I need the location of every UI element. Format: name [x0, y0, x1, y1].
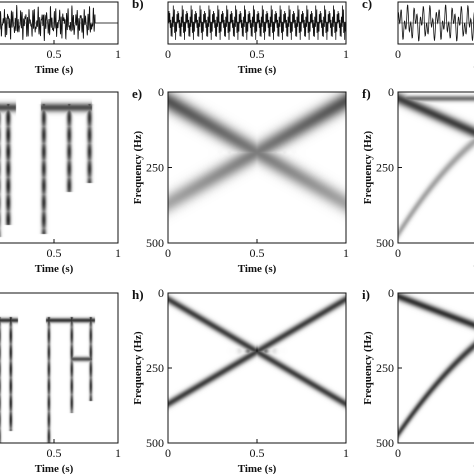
- xtick-label-c: 0: [395, 47, 401, 61]
- ytick-label-e: 500: [146, 236, 164, 250]
- xtick-label-g: 1: [115, 446, 121, 460]
- ylabel-i: Frequency (Hz): [362, 331, 374, 405]
- ylabel-e: Frequency (Hz): [132, 130, 144, 204]
- panel-h: 0 250 500 Frequency (Hz) 0 0.5 1 Time (s) h): [132, 286, 349, 474]
- panel-letter-e: e): [132, 86, 142, 101]
- xtick-label-e: 1: [343, 246, 349, 260]
- axes-frame-c: [397, 1, 474, 45]
- ytick-label-i: 500: [376, 436, 394, 450]
- xtick-label-d: 1: [115, 246, 121, 260]
- ytick-label-h: 0: [158, 286, 164, 300]
- axes-frame-f: [397, 91, 474, 244]
- panel-g: 0.5 1 Time (s): [0, 292, 121, 474]
- heatmap-f: [398, 92, 474, 243]
- xtick-label-h: 0: [165, 446, 171, 460]
- ytick-label-h: 500: [146, 436, 164, 450]
- panel-letter-i: i): [362, 287, 370, 302]
- xtick-label-h: 1: [343, 446, 349, 460]
- xtick-label-e: 0: [165, 246, 171, 260]
- xlabel-a: Time (s): [35, 64, 74, 76]
- ytick-label-e: 250: [146, 161, 164, 175]
- xlabel-h: Time (s): [238, 463, 277, 474]
- heatmap-h: [168, 293, 346, 443]
- ytick-label-i: 250: [376, 361, 394, 375]
- panel-letter-b: b): [132, 0, 144, 11]
- ytick-label-f: 250: [376, 161, 394, 175]
- series-line-b: [168, 5, 346, 40]
- xtick-label-a: 1: [115, 47, 121, 61]
- xtick-label-d: 0.5: [47, 246, 62, 260]
- ytick-label-h: 250: [146, 361, 164, 375]
- ytick-label-f: 0: [388, 85, 394, 99]
- xlabel-g: Time (s): [35, 463, 74, 474]
- xtick-label-b: 0.5: [250, 47, 265, 61]
- panel-letter-f: f): [362, 86, 371, 101]
- xtick-label-i: 0: [395, 446, 401, 460]
- panel-letter-h: h): [132, 287, 144, 302]
- ytick-label-f: 500: [376, 236, 394, 250]
- axes-frame-i: [397, 292, 474, 444]
- ylabel-f: Frequency (Hz): [362, 130, 374, 204]
- series-line-c: [398, 4, 474, 42]
- xtick-label-e: 0.5: [250, 246, 265, 260]
- ylabel-h: Frequency (Hz): [132, 331, 144, 405]
- panel-d: 0.5 1 Time (s): [0, 91, 121, 275]
- heatmap-i: [398, 293, 474, 443]
- panel-c: 0Time (s)c): [362, 0, 474, 76]
- heatmap-e: [168, 92, 346, 243]
- ytick-label-i: 0: [388, 286, 394, 300]
- panel-b: 0 0.5 1 Time (s) b): [132, 0, 349, 76]
- xtick-label-f: 0: [395, 246, 401, 260]
- xlabel-b: Time (s): [238, 64, 277, 76]
- xtick-label-b: 0: [165, 47, 171, 61]
- xtick-label-g: 0.5: [47, 446, 62, 460]
- ytick-label-e: 0: [158, 85, 164, 99]
- xtick-label-a: 0.5: [47, 47, 62, 61]
- xtick-label-h: 0.5: [250, 446, 265, 460]
- xtick-label-b: 1: [343, 47, 349, 61]
- heatmap-d: [0, 92, 118, 243]
- panel-a: 0.5 1 Time (s): [0, 1, 121, 76]
- panel-e: 0 250 500 Frequency (Hz) 0 0.5 1 Time (s) e): [132, 85, 349, 275]
- panel-letter-c: c): [362, 0, 372, 11]
- xlabel-e: Time (s): [238, 263, 277, 275]
- xlabel-d: Time (s): [35, 263, 74, 275]
- heatmap-g: [0, 293, 118, 443]
